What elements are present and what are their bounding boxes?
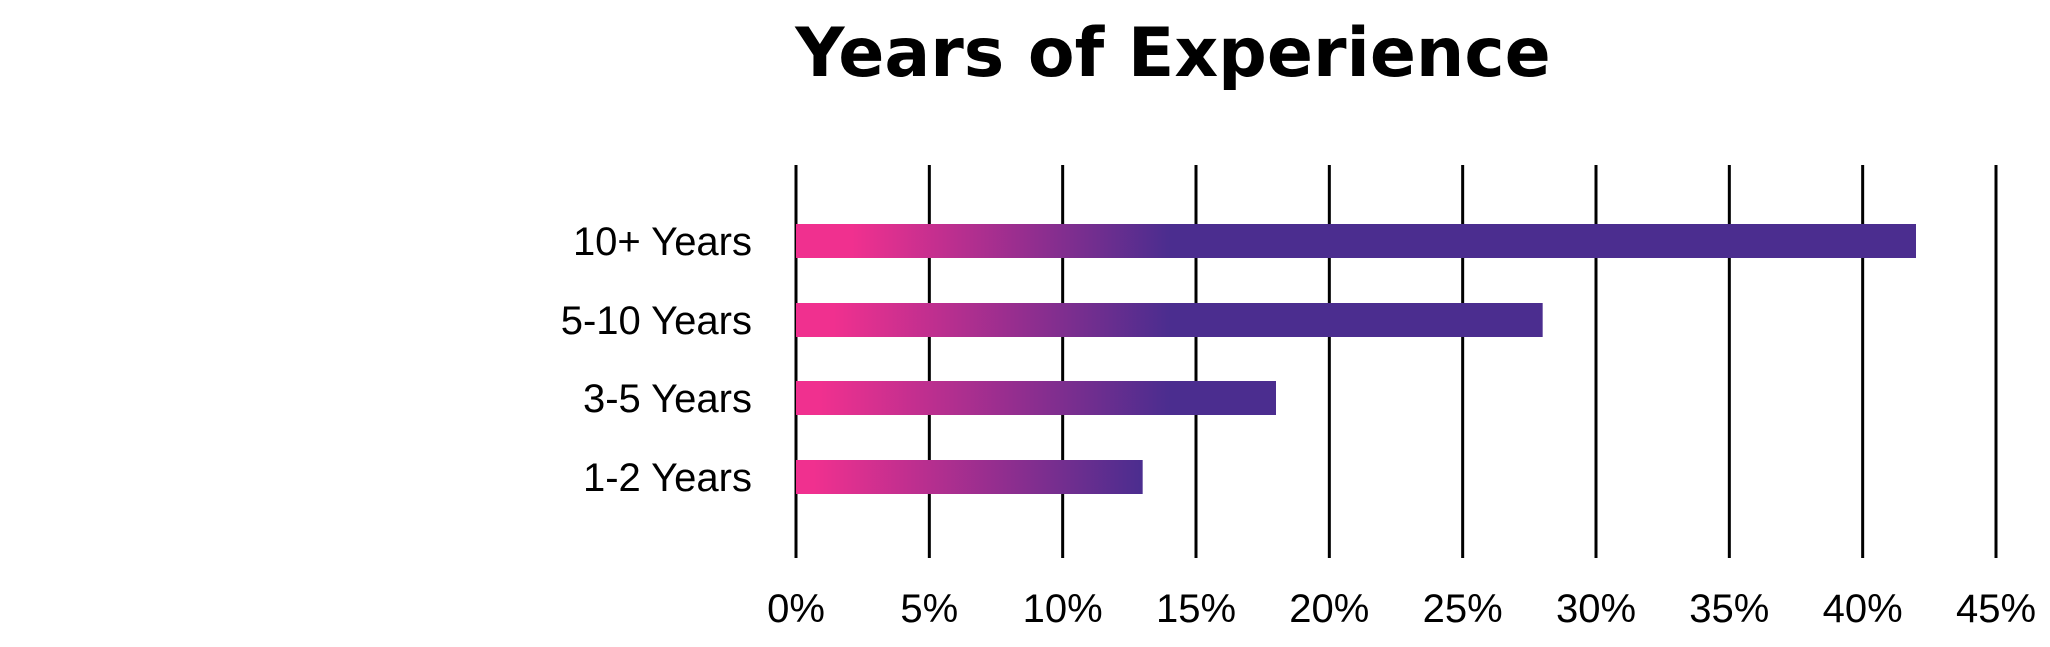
category-labels: 10+ Years 5-10 Years 3-5 Years 1-2 Years	[561, 220, 752, 500]
x-tick-label: 40%	[1823, 587, 1903, 631]
bar	[796, 460, 1143, 494]
gridlines	[794, 165, 1998, 558]
category-label: 3-5 Years	[583, 377, 752, 421]
category-label: 5-10 Years	[561, 299, 752, 343]
category-label: 10+ Years	[573, 220, 752, 264]
x-tick-label: 25%	[1423, 587, 1503, 631]
x-tick-label: 20%	[1289, 587, 1369, 631]
x-tick-label: 5%	[900, 587, 958, 631]
x-tick-label: 15%	[1156, 587, 1236, 631]
x-axis-tick-labels: 0% 5% 10% 15% 20% 25% 30% 35% 40% 45%	[767, 587, 2036, 631]
bar	[796, 224, 1916, 258]
x-tick-label: 10%	[1023, 587, 1103, 631]
bars	[796, 224, 1916, 494]
x-tick-label: 30%	[1556, 587, 1636, 631]
bar	[796, 381, 1276, 415]
category-label: 1-2 Years	[583, 456, 752, 500]
x-tick-label: 35%	[1689, 587, 1769, 631]
chart-title: Years of Experience	[794, 14, 1551, 93]
bar	[796, 303, 1543, 337]
x-tick-label: 0%	[767, 587, 825, 631]
x-tick-label: 45%	[1956, 587, 2036, 631]
